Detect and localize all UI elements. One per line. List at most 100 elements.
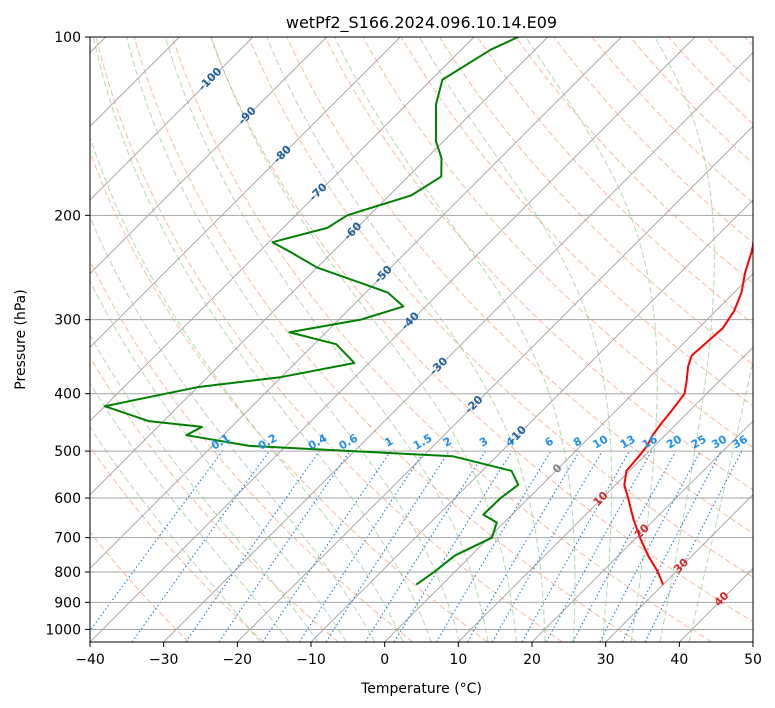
isotherm-line [90,37,254,201]
moist-adiabat [90,334,319,642]
moist-adiabat [90,135,404,642]
dry-adiabat [90,445,264,642]
dry-adiabat [591,37,753,204]
mixing-ratio-line [131,450,270,642]
mixing-ratio-line [521,450,630,642]
isotherm-label: -20 [462,393,485,416]
isotherm-line [90,37,548,496]
x-tick-label: 0 [380,652,389,668]
dry-adiabat [210,37,753,623]
moist-adiabat [90,426,261,642]
y-tick-label: 1000 [45,622,81,638]
x-tick-label: −20 [223,652,253,668]
mixing-ratio-line [435,450,552,642]
isotherm-label: -90 [236,104,259,127]
x-tick-label: 30 [597,652,615,668]
isotherm-line [163,52,753,642]
line-labels: 0.1 0.2 0.4 0.6 1 1.5 2 3 4 6 8 10 13 16 20 25 30 36-100-… [196,65,750,609]
moist-adiabat [90,382,290,642]
background-lines [90,37,753,642]
isotherm-line [605,494,753,642]
mixing-ratio-label: 20 [664,432,684,451]
isotherm-label: 0 [550,461,565,476]
dry-adiabat [515,37,753,284]
mixing-ratio-line [262,450,392,642]
moist-adiabat [688,358,753,642]
dry-adiabat [400,37,753,407]
dry-adiabat [553,37,753,244]
moist-adiabat [525,37,658,642]
y-tick-label: 200 [54,208,81,224]
temperature-profile [623,239,753,585]
dry-adiabat [706,37,753,86]
mixing-ratio-label: 10 [591,432,611,451]
y-tick-label: 800 [54,565,81,581]
moist-adiabat [418,37,613,642]
chart-title: wetPf2_S166.2024.096.10.14.E09 [286,13,557,33]
mixing-ratio-label: 1 [382,435,395,450]
mixing-ratio-label: 13 [618,433,638,452]
moist-adiabat [654,37,715,642]
x-tick-label: −10 [296,652,326,668]
x-tick-label: −30 [149,652,179,668]
x-tick-label: 20 [523,652,541,668]
dry-adiabat [95,37,563,642]
mixing-ratio-line [572,450,677,642]
mixing-ratio-label: 16 [640,432,660,451]
moist-adiabat [92,37,432,642]
x-tick-label: 40 [670,652,688,668]
isotherm-line [679,567,753,642]
axes: −40 −30 −20 −10 0 10 20 30 40 5010020030040050060… [45,30,762,668]
y-tick-label: 100 [54,30,81,46]
mixing-ratio-label: 25 [689,433,709,452]
dry-adiabat [133,37,638,642]
x-axis-label: Temperature (°C) [360,681,482,697]
mixing-ratio-label: 6 [543,434,556,449]
dry-adiabat [439,37,753,366]
mixing-ratio-label: 0.1 [209,432,232,453]
dry-adiabat [171,37,712,642]
y-tick-label: 900 [54,595,81,611]
isotherm-label: -30 [427,354,450,377]
moist-adiabat [164,37,489,642]
moist-adiabat [126,37,461,642]
isotherm-line [752,641,753,642]
isotherm-label: -70 [307,180,330,203]
mixing-ratio-label: 30 [709,432,729,451]
isotherm-label: 10 [591,489,611,509]
dry-adiabat [90,259,414,642]
isotherm-line [90,37,401,348]
isotherm-line [90,37,475,422]
dry-adiabat [90,531,190,642]
y-tick-label: 400 [54,387,81,403]
mixing-ratio-line [298,450,425,642]
moist-adiabat [334,37,576,642]
sounding-profiles [103,37,753,586]
moist-adiabat [90,215,376,642]
x-tick-label: 10 [449,652,467,668]
y-tick-label: 700 [54,531,81,547]
x-tick-label: 50 [744,652,762,668]
dry-adiabat [477,37,753,325]
dry-adiabat [248,37,753,578]
isotherm-line [531,420,753,642]
y-tick-label: 500 [54,444,81,460]
isotherm-label: -80 [271,142,294,165]
dry-adiabat [90,150,488,642]
mixing-ratio-line [90,450,223,632]
mixing-ratio-label: 8 [571,435,584,450]
mixing-ratio-line [185,450,320,642]
moist-adiabat [210,37,517,642]
mixing-ratio-line [545,450,653,642]
isotherm-label: -100 [196,65,225,94]
isotherm-line [237,125,753,642]
y-axis-label: Pressure (hPa) [13,289,29,389]
isotherm-label: -60 [341,219,364,242]
y-tick-label: 600 [54,491,81,507]
isotherm-line [90,37,696,642]
dewpoint-profile [103,37,520,586]
isotherm-label: -50 [372,263,395,286]
mixing-ratio-label: 1.5 [411,432,434,453]
mixing-ratio-label: 3 [477,435,490,450]
